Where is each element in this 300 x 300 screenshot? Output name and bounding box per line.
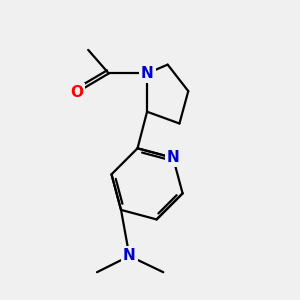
Text: N: N [167,150,179,165]
Text: N: N [123,248,136,263]
Text: N: N [141,66,153,81]
Text: O: O [70,85,83,100]
